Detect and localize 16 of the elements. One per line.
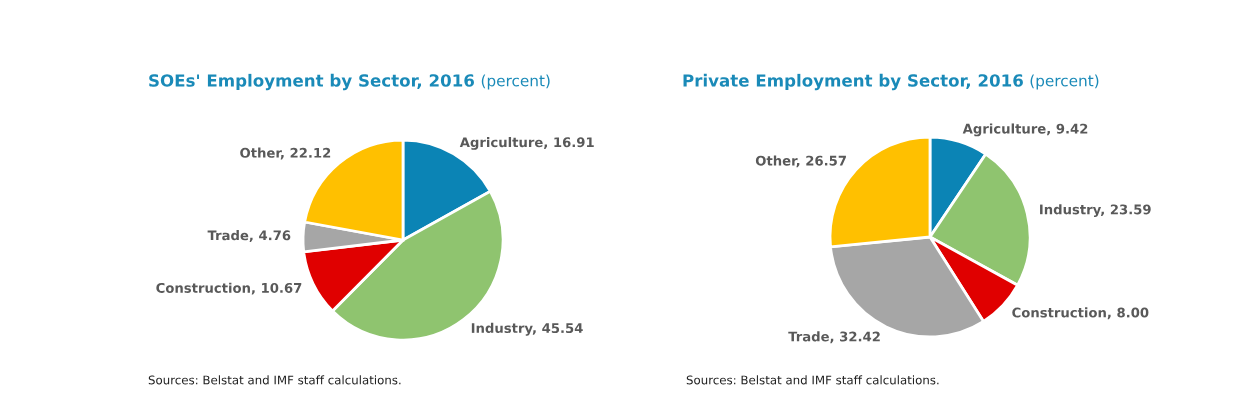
chart-title: SOEs' Employment by Sector, 2016: [149, 73, 474, 91]
chart-subtitle: (percent): [481, 74, 550, 90]
source-note: Sources: Belstat and IMF staff calculations.: [686, 375, 939, 385]
slice-label: Trade, 32.42: [788, 331, 880, 344]
source-note: Sources: Belstat and IMF staff calculations.: [148, 375, 401, 385]
slice-label: Other, 26.57: [755, 155, 846, 168]
slice-label: Trade, 4.76: [207, 230, 291, 242]
slice-label: Construction, 10.67: [156, 282, 302, 295]
slice-label: Industry, 45.54: [471, 322, 583, 336]
slice-label: Agriculture, 9.42: [962, 123, 1088, 137]
chart-subtitle: (percent): [1030, 74, 1099, 90]
slice-label: Agriculture, 16.91: [459, 137, 594, 150]
chart-title: Private Employment by Sector, 2016: [683, 73, 1023, 91]
slice-label: Industry, 23.59: [1040, 204, 1151, 218]
slice-label: Other, 22.12: [240, 147, 331, 160]
slice-label: Construction, 8.00: [1012, 307, 1149, 320]
